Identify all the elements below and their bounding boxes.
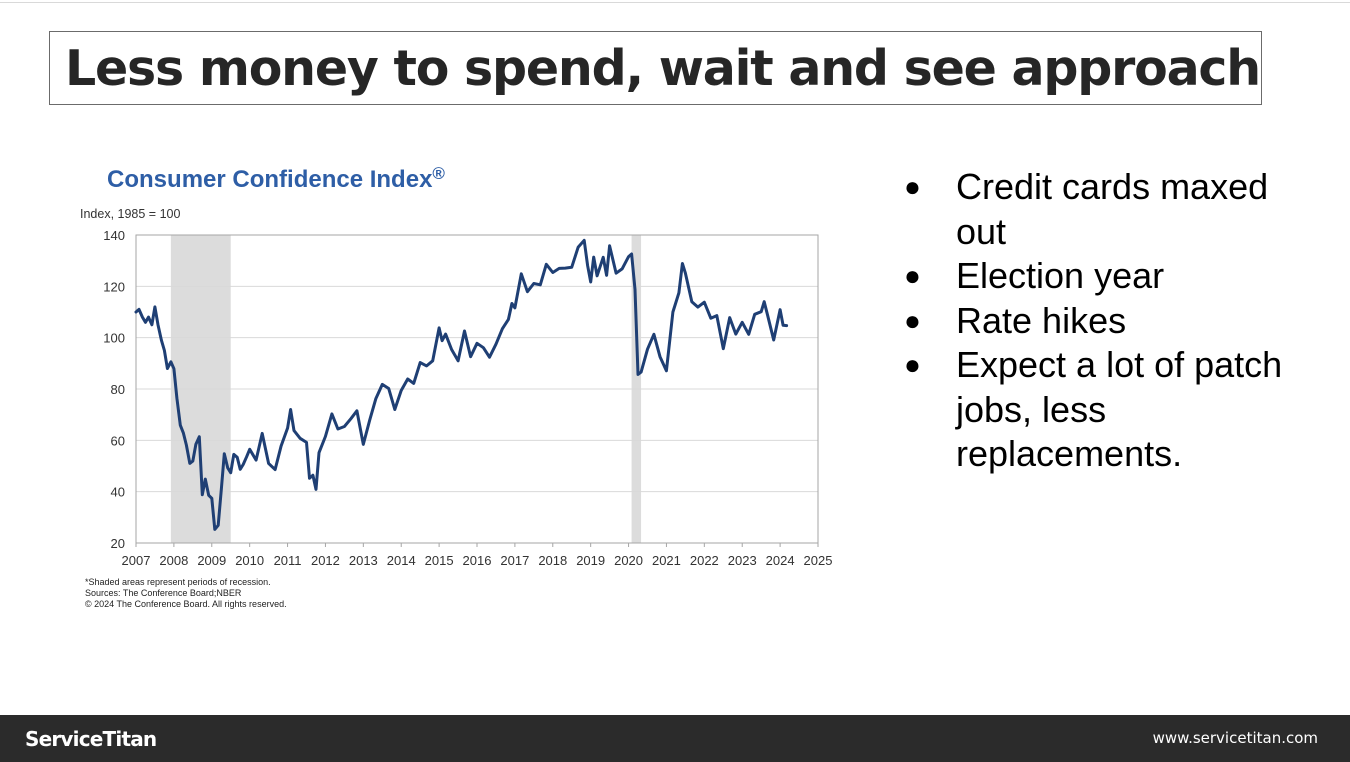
y-tick-label: 20 — [111, 536, 125, 551]
slide-title: Less money to spend, wait and see approa… — [65, 40, 1261, 97]
footer-bar: ServiceTitan www.servicetitan.com — [0, 715, 1350, 762]
bullet-text: Election year — [956, 255, 1165, 296]
x-tick-label: 2008 — [159, 553, 188, 568]
x-tick-label: 2022 — [690, 553, 719, 568]
chart-title-registered-mark: ® — [432, 164, 445, 183]
chart-note-recession: *Shaded areas represent periods of reces… — [85, 577, 271, 587]
bullet-dot: ● — [904, 260, 921, 291]
bullet-text: Expect a lot of patch jobs, less replace… — [956, 344, 1283, 474]
x-tick-label: 2018 — [538, 553, 567, 568]
cci-series-line — [134, 238, 789, 531]
x-tick-label: 2009 — [197, 553, 226, 568]
y-tick-label: 120 — [103, 279, 125, 294]
chart-note-copyright: © 2024 The Conference Board. All rights … — [85, 599, 287, 609]
bullet-list: ● Credit cards maxed out ● Election year ●… — [900, 165, 1320, 477]
x-tick-label: 2021 — [652, 553, 681, 568]
bullet-dot: ● — [904, 349, 921, 380]
chart-title: Consumer Confidence Index® — [107, 164, 445, 193]
x-tick-label: 2025 — [804, 553, 833, 568]
bullet-item: ● Expect a lot of patch jobs, less replac… — [900, 343, 1320, 477]
x-tick-label: 2015 — [425, 553, 454, 568]
x-tick-label: 2017 — [500, 553, 529, 568]
bullet-text: Credit cards maxed out — [956, 166, 1269, 252]
x-tick-label: 2011 — [274, 553, 302, 568]
bullet-dot: ● — [904, 171, 921, 202]
x-tick-label: 2023 — [728, 553, 757, 568]
bullet-item: ● Rate hikes — [900, 299, 1320, 344]
x-tick-label: 2019 — [576, 553, 605, 568]
y-tick-label: 60 — [111, 433, 125, 448]
bullet-item: ● Election year — [900, 254, 1320, 299]
servicetitan-logo: ServiceTitan — [25, 727, 157, 751]
y-tick-label: 40 — [111, 485, 125, 500]
x-tick-label: 2007 — [122, 553, 151, 568]
x-tick-label: 2012 — [311, 553, 340, 568]
website-link[interactable]: www.servicetitan.com — [1152, 729, 1318, 747]
bullet-item: ● Credit cards maxed out — [900, 165, 1320, 254]
x-tick-label: 2020 — [614, 553, 643, 568]
y-tick-label: 140 — [103, 228, 125, 243]
y-tick-label: 80 — [111, 382, 125, 397]
x-tick-label: 2013 — [349, 553, 378, 568]
x-tick-label: 2016 — [463, 553, 492, 568]
chart-title-text: Consumer Confidence Index — [107, 166, 433, 193]
bullet-text: Rate hikes — [956, 299, 1127, 341]
x-tick-label: 2024 — [766, 553, 795, 568]
top-rule — [0, 2, 1350, 3]
x-tick-label: 2014 — [387, 553, 416, 568]
y-tick-label: 100 — [103, 331, 125, 346]
chart-note-sources: Sources: The Conference Board;NBER — [85, 588, 242, 598]
y-axis-label: Index, 1985 = 100 — [80, 207, 180, 221]
bullet-dot: ● — [904, 304, 921, 336]
title-box: Less money to spend, wait and see approa… — [49, 31, 1262, 105]
consumer-confidence-chart: Consumer Confidence Index® Index, 1985 =… — [80, 164, 833, 609]
x-tick-label: 2010 — [235, 553, 264, 568]
